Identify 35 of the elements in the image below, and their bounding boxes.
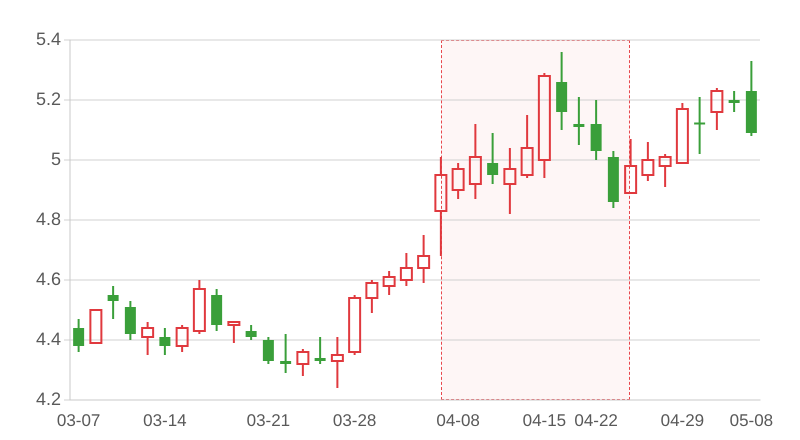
- candlestick: [503, 147, 516, 215]
- candlestick: [296, 348, 310, 377]
- candlestick: [520, 114, 534, 179]
- x-tick-label: 04-22: [574, 410, 618, 430]
- y-tick-label: 4.4: [36, 328, 61, 349]
- candlestick: [538, 72, 551, 179]
- candlestick: [658, 153, 672, 188]
- x-tick-label: 03-28: [332, 410, 376, 430]
- y-tick-label: 4.2: [36, 388, 61, 409]
- candlestick: [382, 270, 396, 296]
- x-tick-label: 04-29: [660, 410, 704, 430]
- x-tick-label: 03-14: [143, 410, 187, 430]
- x-tick-label: 04-08: [436, 410, 480, 430]
- candlestick: [141, 321, 154, 356]
- y-tick-label: 5.4: [36, 28, 61, 49]
- candlestick: [192, 279, 206, 335]
- x-tick-label: 05-08: [730, 410, 774, 430]
- x-tick-label: 03-07: [56, 410, 100, 430]
- candlestick: [330, 336, 344, 389]
- candlestick: [417, 234, 430, 284]
- candlestick: [710, 87, 724, 131]
- candlestick: [227, 321, 240, 344]
- y-tick-label: 4.8: [36, 208, 61, 229]
- y-tick-label: 5: [50, 148, 61, 169]
- candlestick: [365, 279, 378, 314]
- candlestick: [624, 138, 638, 194]
- y-tick-label: 5.2: [36, 88, 61, 109]
- x-tick-label: 04-15: [522, 410, 566, 430]
- x-tick-label: 03-21: [246, 410, 290, 430]
- candlestick: [434, 156, 448, 257]
- y-tick-label: 4.6: [36, 268, 61, 289]
- candlestick: [400, 252, 413, 287]
- candlestick: [468, 123, 482, 200]
- candlestick: [641, 141, 654, 182]
- candlestick: [452, 162, 465, 200]
